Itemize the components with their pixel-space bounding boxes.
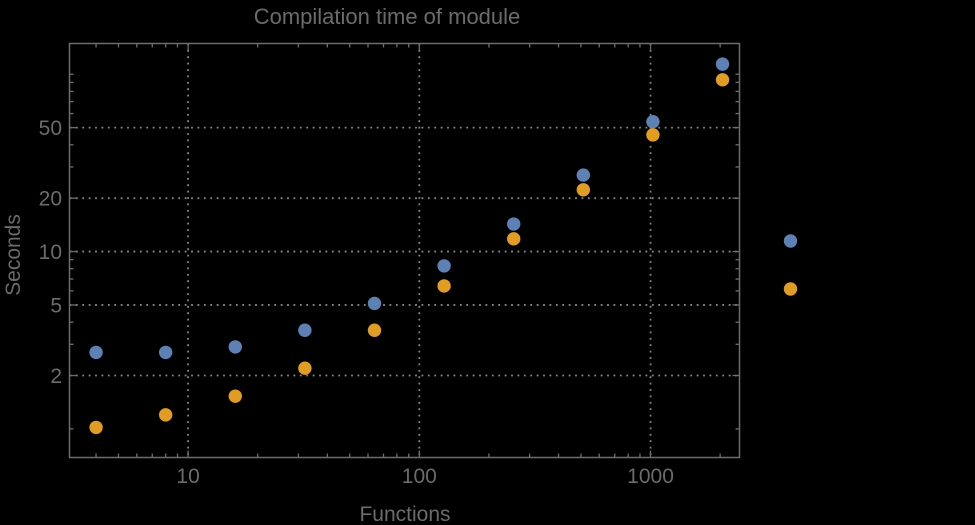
data-point-series-blue bbox=[437, 259, 451, 273]
data-point-series-blue bbox=[158, 345, 173, 360]
x-tick-label: 1000 bbox=[627, 465, 674, 488]
legend-marker-series-orange bbox=[783, 282, 798, 296]
data-point-series-blue bbox=[228, 340, 242, 354]
data-point-series-orange bbox=[437, 279, 451, 293]
x-tick-label: 100 bbox=[402, 465, 437, 488]
y-tick-label: 10 bbox=[39, 241, 62, 264]
data-point-series-blue bbox=[646, 114, 660, 129]
plot-frame bbox=[68, 42, 741, 459]
data-point-series-blue bbox=[715, 57, 730, 71]
data-point-series-orange bbox=[228, 389, 242, 403]
data-point-series-orange bbox=[89, 420, 103, 435]
data-point-series-orange bbox=[507, 232, 521, 246]
data-point-series-orange bbox=[646, 128, 660, 142]
data-point-series-blue bbox=[89, 345, 103, 360]
data-point-series-blue bbox=[367, 296, 382, 311]
data-point-series-orange bbox=[715, 73, 730, 87]
data-point-series-orange bbox=[298, 361, 312, 375]
y-tick-label: 5 bbox=[50, 294, 62, 317]
legend-marker-series-blue bbox=[783, 234, 798, 248]
y-tick-label: 20 bbox=[39, 188, 62, 211]
y-tick-label: 50 bbox=[39, 117, 62, 140]
data-point-series-orange bbox=[158, 408, 173, 422]
data-point-series-orange bbox=[367, 323, 382, 337]
y-tick-label: 2 bbox=[50, 365, 62, 388]
y-axis-label: Seconds bbox=[2, 214, 25, 296]
data-point-series-orange bbox=[576, 183, 591, 197]
chart-title: Compilation time of module bbox=[253, 4, 521, 29]
data-point-series-blue bbox=[576, 168, 591, 182]
x-axis-label: Functions bbox=[359, 503, 451, 525]
data-point-series-blue bbox=[507, 217, 521, 231]
x-tick-label: 10 bbox=[176, 465, 199, 488]
data-point-series-blue bbox=[298, 323, 312, 337]
